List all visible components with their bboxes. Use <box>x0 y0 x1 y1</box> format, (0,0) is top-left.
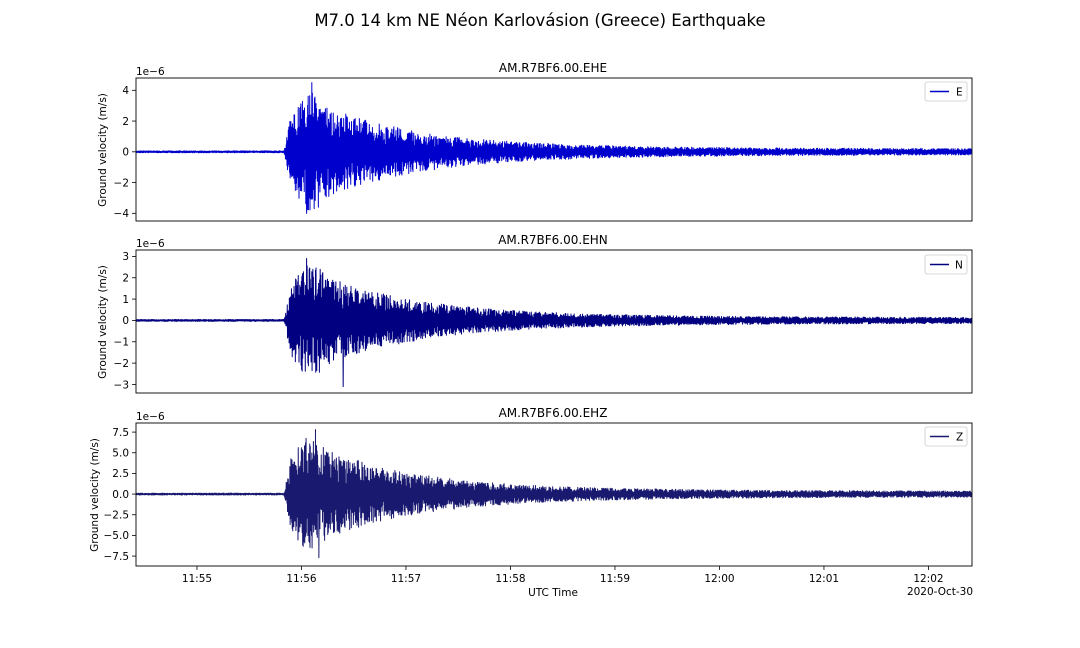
subplot-n-offset-text: 1e−6 <box>136 238 165 250</box>
ytick-label: 0.0 <box>112 489 129 501</box>
subplot-z-title: AM.R7BF6.00.EHZ <box>499 406 608 420</box>
subplot-n-title: AM.R7BF6.00.EHN <box>498 233 608 247</box>
legend-n-label: N <box>955 260 963 272</box>
subplot-z-ylabel: Ground velocity (m/s) <box>89 438 101 552</box>
subplot-e-ylabel: Ground velocity (m/s) <box>97 93 109 207</box>
subplot-n-yticks: −3 −2 −1 0 1 2 3 <box>114 251 136 391</box>
ytick-label: 7.5 <box>112 427 129 439</box>
ytick-label: −2 <box>114 177 129 189</box>
subplot-n-ylabel: Ground velocity (m/s) <box>97 265 109 379</box>
ytick-label: 3 <box>122 251 129 263</box>
legend-e-label: E <box>956 87 963 99</box>
ytick-label: 1 <box>122 294 129 306</box>
ytick-label: −3 <box>114 379 129 391</box>
x-axis-label: UTC Time <box>528 587 578 599</box>
legend-z: Z <box>924 426 968 447</box>
subplot-z-yticks: −7.5 −5.0 −2.5 0.0 2.5 5.0 7.5 <box>104 427 136 563</box>
series-n-trace <box>136 258 972 388</box>
ytick-label: 2 <box>122 273 129 285</box>
xtick-label: 11:55 <box>182 573 212 585</box>
subplot-e-frame <box>135 77 973 222</box>
xtick-label: 12:01 <box>809 573 839 585</box>
legend-e: E <box>924 81 968 102</box>
subplot-z: AM.R7BF6.00.EHZ 1e−6 Ground velocity (m/… <box>89 406 973 567</box>
ytick-label: 2.5 <box>112 468 129 480</box>
subplot-e-offset-text: 1e−6 <box>136 66 165 78</box>
xtick-label: 12:02 <box>913 573 943 585</box>
subplot-n: AM.R7BF6.00.EHN 1e−6 Ground velocity (m/… <box>97 233 973 394</box>
subplot-n-frame <box>135 249 973 394</box>
series-z-trace <box>136 429 972 559</box>
ytick-label: 2 <box>122 116 129 128</box>
xtick-label: 11:56 <box>286 573 317 585</box>
ytick-label: −2.5 <box>104 510 130 522</box>
subplot-z-offset-text: 1e−6 <box>136 411 165 423</box>
ytick-label: −4 <box>114 208 130 220</box>
xtick-label: 11:57 <box>391 573 421 585</box>
legend-n: N <box>924 254 968 275</box>
ytick-label: −5.0 <box>104 530 130 542</box>
subplot-e-title: AM.R7BF6.00.EHE <box>499 61 607 75</box>
figure-title: M7.0 14 km NE Néon Karlovásion (Greece) … <box>314 11 765 30</box>
xtick-label: 11:59 <box>600 573 630 585</box>
ytick-label: −2 <box>114 358 129 370</box>
x-axis-date-label: 2020-Oct-30 <box>907 586 973 598</box>
ytick-label: −1 <box>114 337 129 349</box>
subplot-e-yticks: −4 −2 0 2 4 <box>114 85 136 220</box>
ytick-label: 0 <box>122 147 129 159</box>
xtick-label: 11:58 <box>495 573 525 585</box>
xtick-label: 12:00 <box>704 573 734 585</box>
ytick-label: −7.5 <box>104 551 130 563</box>
subplot-e: AM.R7BF6.00.EHE 1e−6 Ground velocity (m/… <box>97 61 973 222</box>
ytick-label: 5.0 <box>112 448 129 460</box>
ytick-label: 4 <box>122 85 129 97</box>
subplot-z-frame <box>135 422 973 567</box>
x-axis-ticks: 11:55 11:56 11:57 11:58 11:59 12:00 12:01 12:02 <box>182 566 944 585</box>
series-e-trace <box>136 82 972 214</box>
legend-z-label: Z <box>956 432 963 444</box>
ytick-label: 0 <box>122 315 129 327</box>
